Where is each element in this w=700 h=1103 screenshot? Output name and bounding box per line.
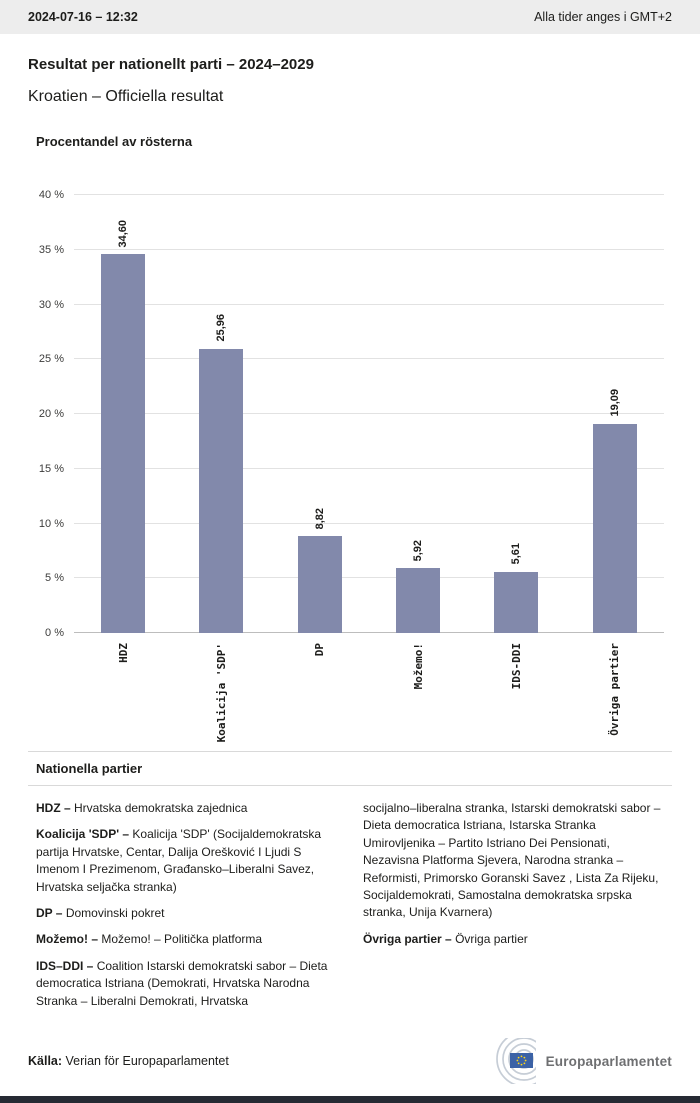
page-subtitle: Kroatien – Officiella resultat <box>28 88 224 105</box>
bar-value-label: 5,92 <box>412 539 425 562</box>
y-tick-label: 5 % <box>45 572 64 585</box>
bar-value-label: 5,61 <box>510 543 523 565</box>
bar <box>592 423 637 633</box>
gridline <box>74 248 664 250</box>
y-tick-label: 40 % <box>38 189 64 201</box>
top-bar: 2024-07-16 – 12:32 Alla tider anges i GM… <box>0 0 700 34</box>
bar-chart: 0 % 5 % 10 % 15 % 20 % 25 % 30 % 35 % 40 % 34,60… <box>36 189 664 747</box>
y-tick-label: 10 % <box>38 517 64 530</box>
source-text: Verian för Europaparlamentet <box>65 1054 229 1068</box>
europarl-hemicycle-icon <box>495 1038 536 1084</box>
page-title: Resultat per nationellt parti – 2024–202… <box>28 56 314 73</box>
party-desc: socijalno–liberalna stranka, Istarski de… <box>363 801 661 920</box>
bar-slot-hdz: 34,60 <box>74 195 172 633</box>
x-axis-label-ids-ddi: IDS-DDI <box>509 643 523 690</box>
parties-heading: Nationella partier <box>36 761 143 776</box>
party-entry: IDS–DDI – Coalition Istarski demokratski… <box>36 958 337 1010</box>
party-entry: Övriga partier – Övriga partier <box>363 931 664 948</box>
y-tick-label: 15 % <box>38 462 64 475</box>
party-abbr: Koalicija 'SDP' – <box>36 827 130 842</box>
bar <box>101 254 146 633</box>
bar <box>396 568 441 633</box>
party-column-right: socijalno–liberalna stranka, Istarski de… <box>363 800 664 1019</box>
bar-slot-mozemo: 5,92 <box>369 195 467 633</box>
source-note: Källa: Verian för Europaparlamentet <box>28 1054 229 1068</box>
y-tick-label: 30 % <box>38 298 64 311</box>
bar-value-label: 25,96 <box>215 314 228 342</box>
party-desc: Koalicija 'SDP' (Socijaldemokratska part… <box>36 827 322 894</box>
x-axis-label-ovriga-partier: Övriga partier <box>608 643 622 736</box>
bar-slot-ovriga-partier: 19,09 <box>566 195 664 633</box>
chart-title: Procentandel av rösterna <box>36 134 193 149</box>
bar <box>199 348 244 633</box>
europarl-logo-text: Europaparlamentet <box>545 1053 672 1069</box>
y-tick-label: 35 % <box>38 243 64 256</box>
party-columns: HDZ – Hrvatska demokratska zajednica Koa… <box>28 786 672 1019</box>
party-abbr: Možemo! – <box>36 932 99 947</box>
source-label: Källa: <box>28 1054 63 1068</box>
party-entry: socijalno–liberalna stranka, Istarski de… <box>363 800 664 922</box>
gridline <box>74 194 664 195</box>
divider <box>28 751 672 752</box>
plot-area: 34,60 25,96 8,82 5,92 <box>74 194 664 633</box>
x-axis-label-mozemo: Možemo! <box>411 643 425 690</box>
gridline <box>74 413 664 414</box>
party-abbr: DP – <box>36 905 63 920</box>
y-tick-label: 0 % <box>45 627 64 639</box>
party-desc: Domovinski pokret <box>65 905 165 920</box>
y-axis: 0 % 5 % 10 % 15 % 20 % 25 % 30 % 35 % 40 % <box>36 189 74 639</box>
gridline <box>74 522 664 524</box>
bar-value-label: 8,82 <box>313 508 326 530</box>
gridline <box>74 358 664 360</box>
y-tick-label: 20 % <box>38 408 64 420</box>
x-axis-label-koalicija-sdp: Koalicija 'SDP' <box>214 643 228 743</box>
europarl-logo[interactable]: Europaparlamentet <box>472 1038 672 1084</box>
party-desc: Coalition Istarski demokratski sabor – D… <box>36 958 328 1008</box>
gridline <box>74 577 664 579</box>
timezone-note: Alla tider anges i GMT+2 <box>534 10 672 24</box>
party-desc: Hrvatska demokratska zajednica <box>74 801 248 815</box>
bar <box>494 571 539 633</box>
gridline <box>74 632 664 633</box>
party-desc: Övriga partier <box>455 931 528 946</box>
bar-value-label: 34,60 <box>117 219 130 248</box>
party-abbr: HDZ – <box>36 801 71 815</box>
chart-section: Procentandel av rösterna 0 % 5 % 10 % 15 % 2… <box>0 106 700 747</box>
bottom-accent-strip <box>0 1096 700 1103</box>
datetime-label: 2024-07-16 – 12:32 <box>28 10 138 24</box>
bar-slot-koalicija-sdp: 25,96 <box>172 195 270 633</box>
x-axis-label-dp: DP <box>313 643 327 657</box>
party-abbr: Övriga partier – <box>363 931 452 946</box>
bars: 34,60 25,96 8,82 5,92 <box>74 195 664 633</box>
plot-wrap: 34,60 25,96 8,82 5,92 <box>74 194 664 747</box>
bar-slot-ids-ddi: 5,61 <box>467 195 565 633</box>
bar <box>297 536 342 633</box>
gridline <box>74 467 664 469</box>
party-entry: HDZ – Hrvatska demokratska zajednica <box>36 800 337 817</box>
divider <box>28 785 672 786</box>
party-entry: Koalicija 'SDP' – Koalicija 'SDP' (Socij… <box>36 826 337 896</box>
gridline <box>74 303 664 305</box>
parties-section: Nationella partier HDZ – Hrvatska demokr… <box>0 747 700 1019</box>
bar-slot-dp: 8,82 <box>271 195 369 633</box>
footer: Källa: Verian för Europaparlamentet <box>0 1038 700 1096</box>
party-entry: DP – Domovinski pokret <box>36 905 337 922</box>
party-desc: Možemo! – Politička platforma <box>101 932 263 947</box>
bar-value-label: 19,09 <box>608 389 621 417</box>
x-axis: HDZ Koalicija 'SDP' DP Možemo! IDS-DDI Ö… <box>74 633 664 747</box>
x-axis-label-hdz: HDZ <box>116 643 130 663</box>
y-tick-label: 25 % <box>38 353 64 366</box>
party-abbr: IDS–DDI – <box>36 958 94 973</box>
title-block: Resultat per nationellt parti – 2024–202… <box>0 34 700 106</box>
party-column-left: HDZ – Hrvatska demokratska zajednica Koa… <box>36 800 337 1019</box>
party-entry: Možemo! – Možemo! – Politička platforma <box>36 931 337 948</box>
